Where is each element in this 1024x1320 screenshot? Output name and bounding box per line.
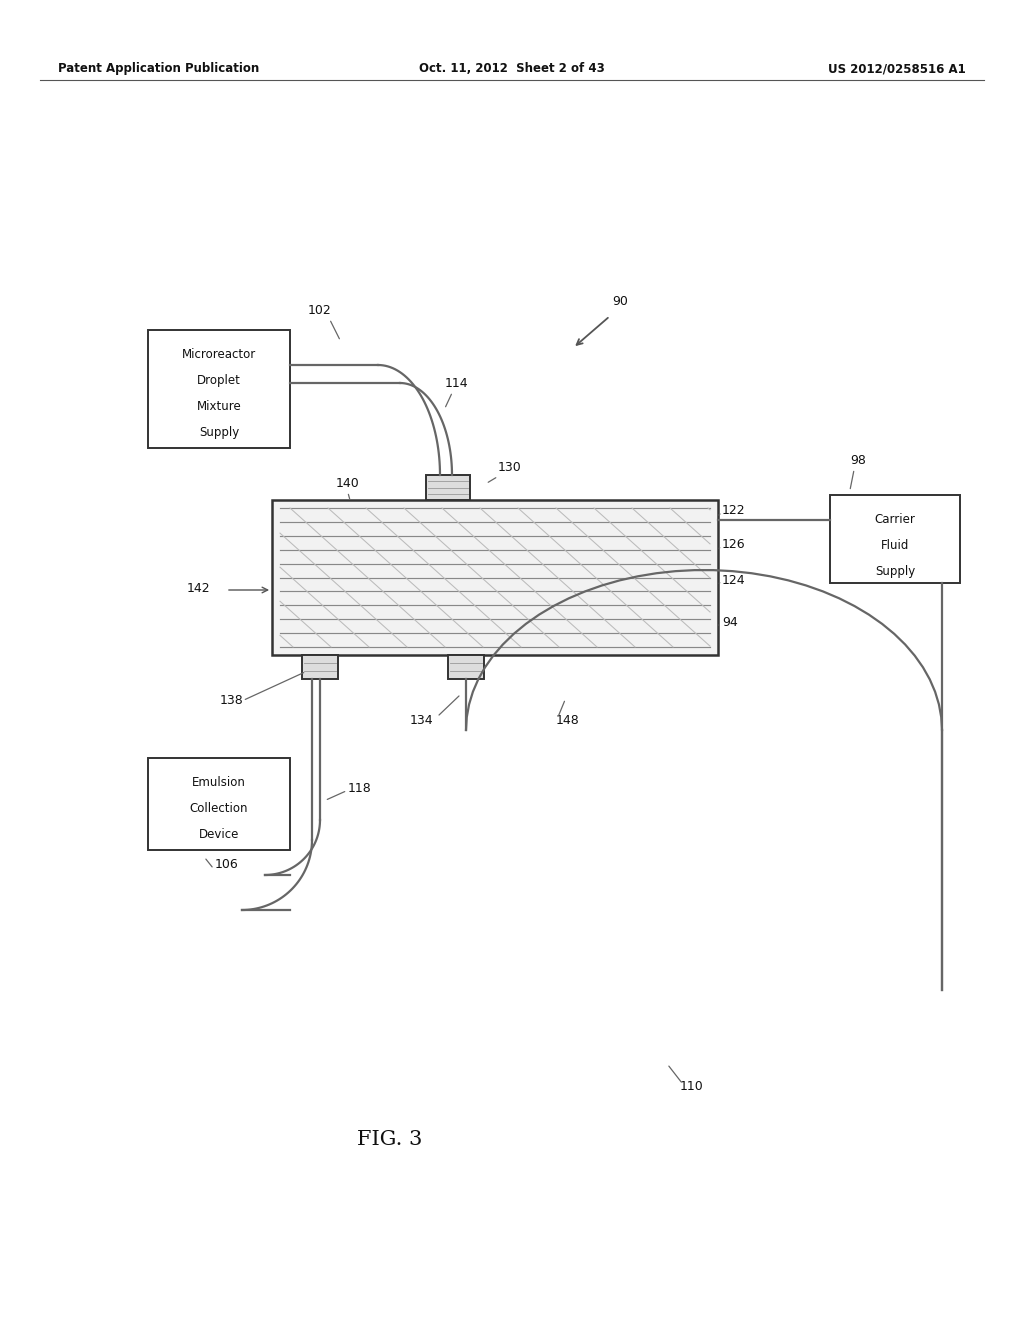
Text: 138: 138 xyxy=(219,693,243,706)
Bar xyxy=(272,500,718,655)
Bar xyxy=(426,475,470,500)
Text: 98: 98 xyxy=(850,454,866,467)
Bar xyxy=(148,330,290,447)
Text: 130: 130 xyxy=(498,461,522,474)
Text: 102: 102 xyxy=(308,304,332,317)
Text: 122: 122 xyxy=(722,503,745,516)
Text: Mixture: Mixture xyxy=(197,400,242,413)
Text: 134: 134 xyxy=(410,714,433,727)
Text: Device: Device xyxy=(199,828,240,841)
Text: 118: 118 xyxy=(348,781,372,795)
Text: Supply: Supply xyxy=(199,426,240,440)
Text: Oct. 11, 2012  Sheet 2 of 43: Oct. 11, 2012 Sheet 2 of 43 xyxy=(419,62,605,75)
Text: Collection: Collection xyxy=(189,803,248,814)
Bar xyxy=(830,495,961,583)
Text: Droplet: Droplet xyxy=(197,374,241,387)
Bar xyxy=(302,655,338,678)
Text: 94: 94 xyxy=(722,615,737,628)
Text: 124: 124 xyxy=(722,573,745,586)
Text: US 2012/0258516 A1: US 2012/0258516 A1 xyxy=(828,62,966,75)
Text: 126: 126 xyxy=(722,539,745,552)
Text: Fluid: Fluid xyxy=(881,539,909,552)
Text: 110: 110 xyxy=(680,1080,703,1093)
Text: Carrier: Carrier xyxy=(874,513,915,525)
Text: 90: 90 xyxy=(612,294,628,308)
Text: Emulsion: Emulsion xyxy=(193,776,246,789)
Bar xyxy=(148,758,290,850)
Text: 142: 142 xyxy=(186,582,210,594)
Text: 114: 114 xyxy=(445,378,469,389)
Text: Supply: Supply xyxy=(874,565,915,578)
Text: Microreactor: Microreactor xyxy=(182,348,256,360)
Text: Patent Application Publication: Patent Application Publication xyxy=(58,62,259,75)
Text: 148: 148 xyxy=(556,714,580,727)
Text: FIG. 3: FIG. 3 xyxy=(357,1130,423,1148)
Text: 106: 106 xyxy=(215,858,239,871)
Text: 140: 140 xyxy=(336,477,359,490)
Bar xyxy=(449,655,484,678)
